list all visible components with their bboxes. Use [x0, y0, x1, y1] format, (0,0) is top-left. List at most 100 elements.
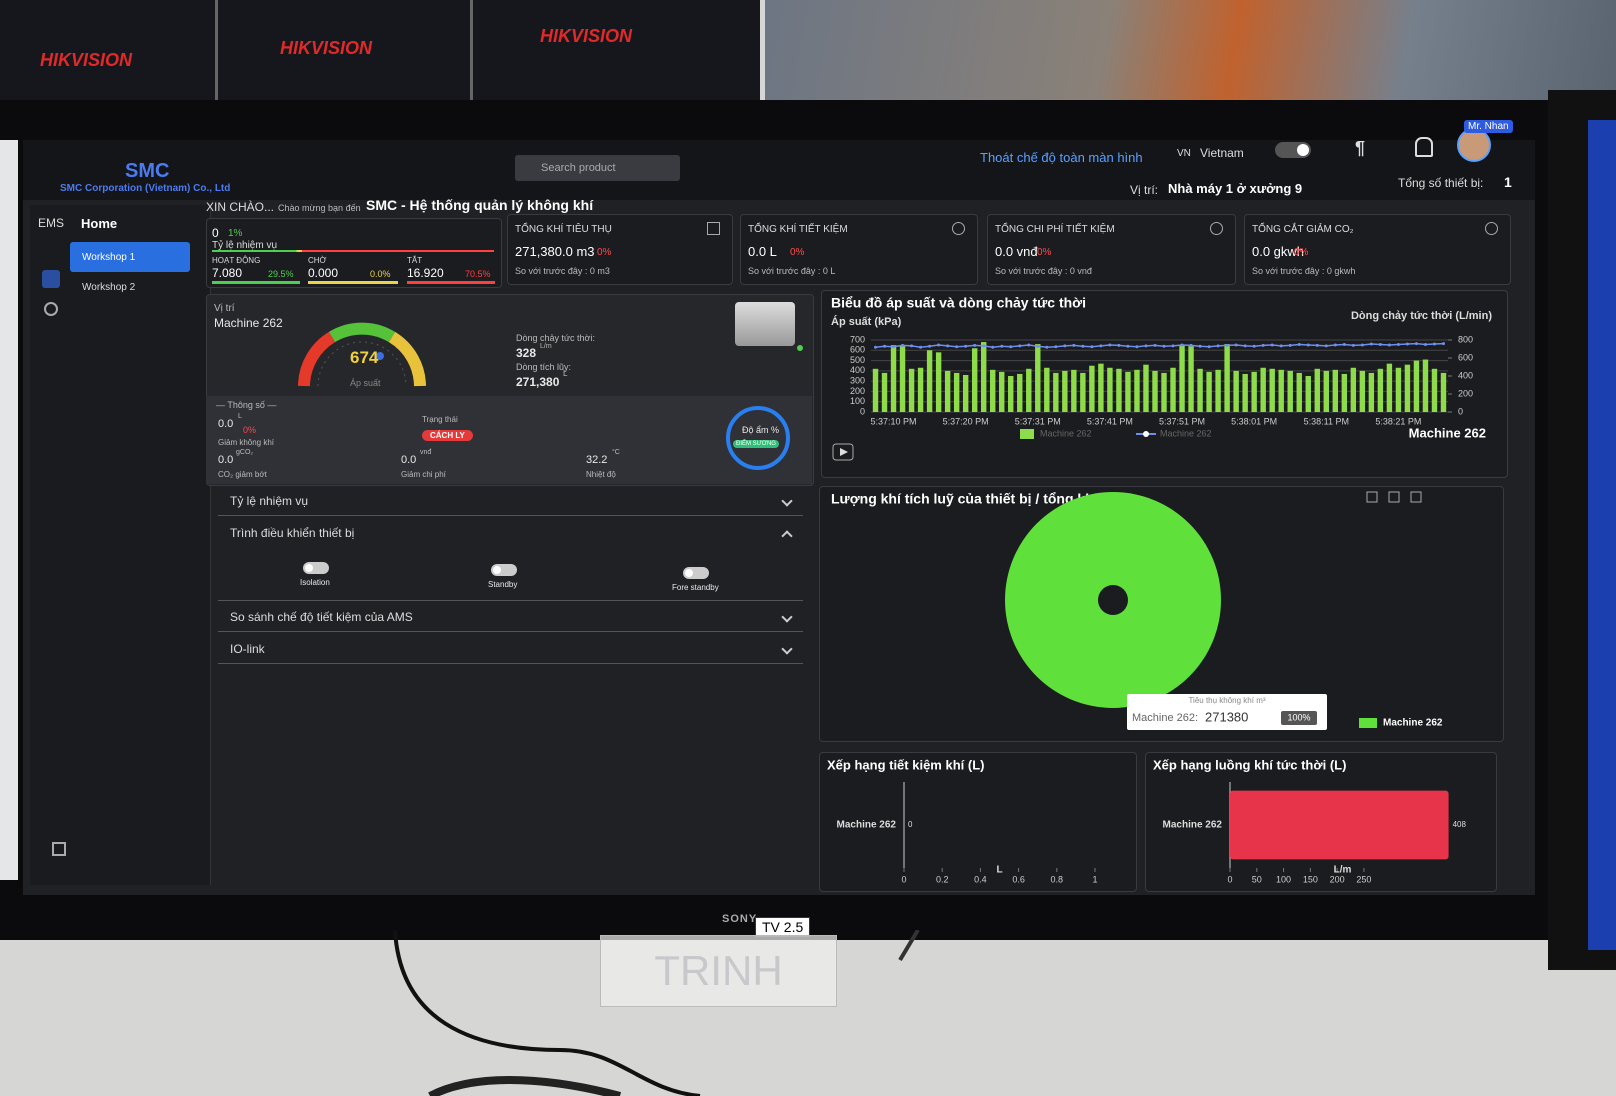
gauge-icon[interactable] [44, 302, 58, 316]
toolbar-icon[interactable] [1410, 491, 1422, 503]
point [910, 344, 914, 348]
bar [872, 368, 879, 412]
accordion-row[interactable]: IO-link [218, 634, 803, 664]
cable [393, 930, 701, 1096]
legend-swatch [1020, 429, 1034, 439]
bar [1044, 367, 1050, 412]
y2-tick-label: 800 [1458, 334, 1473, 344]
search-box[interactable]: Search product [515, 155, 680, 181]
point [1252, 344, 1256, 348]
param-unit: °C [612, 449, 620, 456]
bar [1116, 368, 1122, 412]
param-unit: L [238, 413, 242, 420]
point [883, 344, 887, 348]
point [1009, 345, 1013, 349]
home-icon[interactable] [42, 270, 60, 288]
kpi-icon[interactable] [1485, 222, 1498, 235]
point [1333, 343, 1337, 347]
bar [1197, 368, 1203, 412]
kpi-compare: So với trước đây : 0 m3 [515, 266, 610, 276]
logo[interactable]: SMC [125, 160, 170, 182]
kpi-icon[interactable] [952, 222, 965, 235]
toggle[interactable] [491, 564, 517, 576]
point [1342, 343, 1346, 346]
x-tick-label: 5:37:10 PM [871, 416, 917, 426]
bar [1035, 344, 1041, 412]
bar [1179, 345, 1185, 412]
toolbar-icon[interactable] [1366, 491, 1378, 503]
point [1441, 342, 1445, 346]
point [1324, 344, 1328, 348]
workshop[interactable]: Workshop 2 [82, 282, 136, 293]
point [1234, 343, 1238, 347]
state-percent: 0.0% [370, 269, 391, 279]
point [1315, 343, 1319, 347]
bar [1233, 370, 1239, 412]
point [1162, 344, 1166, 348]
point [1369, 342, 1373, 346]
lang-select[interactable]: Vietnam [1200, 146, 1244, 160]
point [1144, 344, 1148, 348]
point [1414, 342, 1418, 346]
kpi-icon[interactable] [707, 222, 720, 235]
play-button[interactable] [832, 443, 854, 461]
bar [1323, 370, 1329, 412]
pressure-flow-chart: Biểu đồ áp suất và dòng chảy tức thời Áp … [831, 295, 1492, 461]
rtl-icon[interactable]: ¶ [1355, 138, 1366, 158]
accordion-row[interactable]: So sánh chế độ tiết kiệm của AMS [218, 602, 803, 632]
avatar[interactable] [1457, 128, 1491, 162]
flow-label: Dòng chảy tức thời: [516, 333, 595, 343]
gauge-zone [298, 331, 336, 387]
flow-value: 328 [516, 346, 537, 360]
state-percent: 29.5% [268, 269, 294, 279]
sign: HIKVISION [540, 26, 633, 46]
point [1135, 345, 1139, 349]
logout-icon[interactable] [52, 842, 66, 856]
location-label: Vị trí: [1130, 183, 1159, 197]
point [1432, 342, 1436, 346]
accordion-row[interactable]: Tỷ lệ nhiệm vụ [218, 486, 803, 516]
kpi-icon[interactable] [1210, 222, 1223, 235]
pressure-label: Áp suất [350, 378, 381, 388]
monitor-wall [0, 0, 760, 118]
x-tick-label: 250 [1356, 874, 1371, 884]
tooltip-title: Tiêu thụ không khí m³ [1188, 696, 1265, 705]
point [1126, 344, 1130, 348]
point [1099, 344, 1103, 348]
point [1378, 343, 1382, 346]
kpi-title: TỔNG KHÍ TIẾT KIỆM [748, 224, 848, 235]
point [982, 344, 986, 348]
point [1180, 343, 1184, 347]
point [1072, 343, 1076, 347]
y2-tick-label: 200 [1458, 388, 1473, 398]
bar [1251, 371, 1257, 412]
point [1270, 343, 1274, 347]
accordion-row[interactable]: Trình điều khiển thiết bị [218, 518, 803, 548]
bar [1386, 363, 1393, 412]
cable [898, 930, 920, 962]
workshop[interactable]: Workshop 1 [82, 252, 136, 263]
bar [1395, 367, 1402, 412]
bar [1224, 344, 1230, 412]
toggle[interactable] [303, 562, 329, 574]
point [1054, 345, 1058, 349]
bar [1080, 372, 1086, 412]
workshop-active[interactable] [70, 242, 190, 272]
bar [1215, 369, 1221, 412]
bar [935, 352, 942, 412]
toggle-label: Isolation [300, 578, 330, 587]
home-link[interactable]: Home [81, 216, 118, 231]
point [955, 345, 959, 349]
y-tick-label: 200 [850, 386, 865, 396]
point [1243, 344, 1247, 348]
fullscreen-link[interactable]: Thoát chế độ toàn màn hình [980, 150, 1143, 165]
device-image [735, 302, 795, 346]
param-unit: gCO₂ [236, 449, 254, 456]
bar [1314, 368, 1320, 412]
toolbar-icon[interactable] [1388, 491, 1400, 503]
bar [1125, 371, 1131, 412]
bell-icon[interactable] [1415, 137, 1433, 157]
tooltip-share: 100% [1287, 712, 1310, 722]
toggle[interactable] [683, 567, 709, 579]
kpi-compare: So với trước đây : 0 vnđ [995, 266, 1092, 276]
